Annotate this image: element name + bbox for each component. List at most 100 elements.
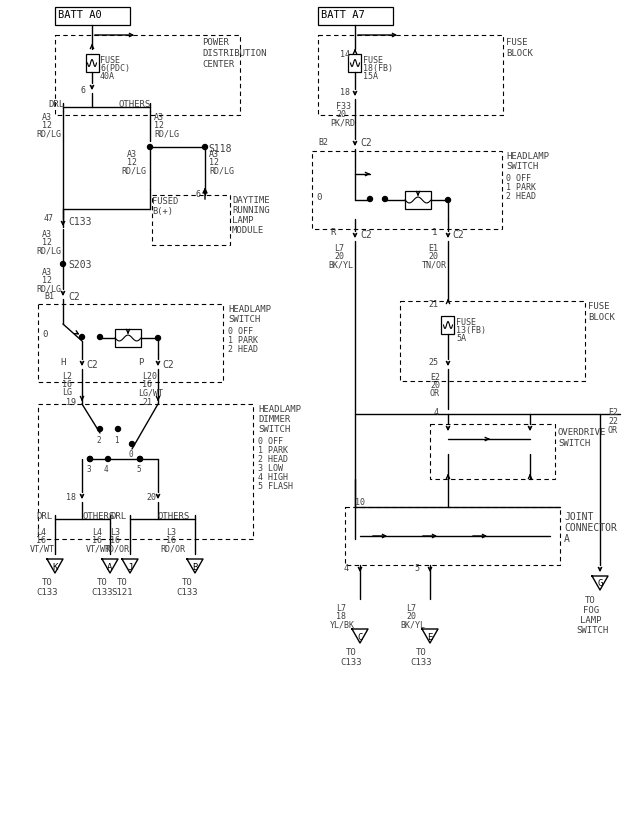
Text: C2: C2	[162, 359, 173, 370]
Text: OTHERS: OTHERS	[158, 512, 190, 520]
Text: 21: 21	[428, 299, 438, 308]
Text: POWER: POWER	[202, 38, 229, 47]
Text: PK/RD: PK/RD	[330, 118, 355, 127]
Text: 14: 14	[340, 50, 350, 59]
Text: OTHERS: OTHERS	[82, 512, 115, 520]
Text: F33: F33	[336, 102, 351, 111]
Text: SWITCH: SWITCH	[506, 162, 538, 171]
Text: 16: 16	[62, 380, 72, 389]
Text: C133: C133	[340, 657, 362, 666]
Text: FUSE: FUSE	[100, 56, 120, 65]
Text: RD/LG: RD/LG	[154, 129, 179, 138]
Text: 4: 4	[434, 407, 439, 416]
Text: TO: TO	[346, 647, 356, 656]
Text: E2: E2	[430, 373, 440, 381]
Text: 5: 5	[414, 563, 419, 573]
Text: 2: 2	[96, 436, 100, 445]
Text: 18: 18	[66, 492, 76, 502]
Text: RUNNING: RUNNING	[232, 206, 269, 215]
Text: 4: 4	[344, 563, 349, 573]
Text: 20: 20	[334, 252, 344, 261]
Text: LAMP: LAMP	[580, 615, 602, 624]
Text: FUSE: FUSE	[363, 56, 383, 65]
Text: VT/WT: VT/WT	[30, 543, 55, 553]
Text: TO: TO	[416, 647, 427, 656]
Text: C2: C2	[86, 359, 98, 370]
Text: LG/WT: LG/WT	[138, 388, 163, 396]
Text: DRL: DRL	[48, 99, 64, 109]
Text: OR: OR	[430, 389, 440, 398]
Text: C133: C133	[176, 588, 198, 596]
Bar	[115, 329, 141, 348]
Circle shape	[129, 442, 134, 447]
Text: 16: 16	[92, 535, 102, 544]
Text: B2: B2	[318, 138, 328, 147]
Text: A3: A3	[42, 230, 52, 239]
Text: L7: L7	[334, 244, 344, 252]
Bar	[345, 507, 560, 565]
Bar	[400, 302, 585, 381]
Text: VT/WT: VT/WT	[86, 543, 111, 553]
Text: A: A	[564, 533, 570, 543]
Text: 12: 12	[154, 121, 164, 130]
Text: YL/BK: YL/BK	[330, 619, 355, 628]
Text: SWITCH: SWITCH	[228, 314, 260, 324]
Text: K: K	[52, 562, 58, 571]
Text: FOG: FOG	[583, 605, 599, 614]
Text: B: B	[192, 562, 198, 571]
Text: A3: A3	[209, 150, 219, 159]
Text: E1: E1	[428, 244, 438, 252]
Circle shape	[97, 335, 102, 340]
Bar	[312, 152, 502, 230]
Text: 4: 4	[104, 465, 109, 473]
Text: C: C	[357, 632, 363, 640]
Bar	[349, 55, 362, 73]
Text: B(+): B(+)	[152, 206, 173, 216]
Text: 3 LOW: 3 LOW	[258, 463, 283, 472]
Text: L2: L2	[62, 371, 72, 380]
Bar	[318, 36, 503, 116]
Text: 0: 0	[42, 329, 47, 339]
Text: 20: 20	[428, 252, 438, 261]
Text: L3: L3	[110, 528, 120, 537]
Text: 2 HEAD: 2 HEAD	[228, 344, 258, 354]
Text: LG: LG	[62, 388, 72, 396]
Text: 0 OFF: 0 OFF	[258, 436, 283, 446]
Circle shape	[156, 336, 161, 341]
Bar	[55, 36, 240, 116]
Text: FUSED: FUSED	[152, 196, 179, 206]
Text: FUSE: FUSE	[506, 38, 527, 47]
Text: BATT A7: BATT A7	[321, 10, 365, 20]
Text: JOINT: JOINT	[564, 512, 593, 522]
Text: S121: S121	[111, 588, 132, 596]
Text: 18(FB): 18(FB)	[363, 64, 393, 73]
Text: 21: 21	[142, 398, 152, 406]
Text: C133: C133	[68, 217, 92, 227]
Bar	[38, 405, 253, 539]
Text: B1: B1	[44, 292, 54, 301]
Text: RD/OR: RD/OR	[160, 543, 185, 553]
Text: DISTRIBUTION: DISTRIBUTION	[202, 49, 266, 58]
Text: RD/LG: RD/LG	[36, 129, 61, 138]
Text: C2: C2	[452, 230, 464, 240]
Text: L4: L4	[92, 528, 102, 537]
Circle shape	[79, 335, 84, 340]
Text: 20: 20	[336, 110, 346, 119]
Text: 20: 20	[430, 380, 440, 390]
Text: DIMMER: DIMMER	[258, 415, 291, 424]
Text: 6: 6	[196, 190, 201, 199]
Text: OTHERS: OTHERS	[118, 99, 150, 109]
Text: C133: C133	[410, 657, 431, 666]
Text: 0: 0	[316, 193, 321, 201]
Text: A3: A3	[127, 150, 137, 159]
Text: C2: C2	[360, 230, 372, 240]
Text: R: R	[330, 227, 335, 237]
Text: SWITCH: SWITCH	[258, 425, 291, 434]
Text: 19: 19	[66, 398, 76, 406]
Text: S203: S203	[68, 260, 92, 270]
Text: 4 HIGH: 4 HIGH	[258, 472, 288, 482]
Circle shape	[138, 457, 143, 462]
Text: CENTER: CENTER	[202, 60, 234, 69]
Bar	[55, 8, 130, 26]
Text: H: H	[60, 358, 65, 366]
